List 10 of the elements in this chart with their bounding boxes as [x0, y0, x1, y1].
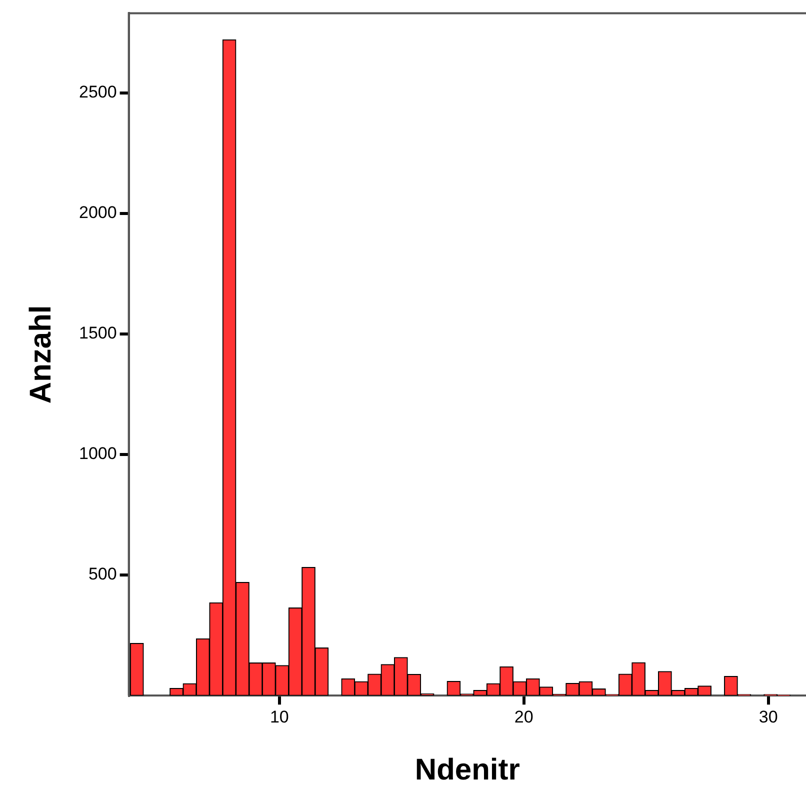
x-tick-label: 10 [270, 707, 289, 726]
y-tick-label: 2500 [78, 82, 117, 102]
y-tick-label: 1500 [78, 324, 117, 343]
y-tick-label: 1000 [78, 444, 117, 464]
y-tick-label: 500 [88, 564, 117, 584]
y-tick-label: 2000 [78, 203, 117, 222]
x-tick-label: 30 [758, 707, 778, 726]
x-tick-label: 20 [514, 707, 534, 726]
y-axis-title: Anzahl [24, 305, 58, 404]
x-axis-title: Ndenitr [414, 753, 520, 786]
